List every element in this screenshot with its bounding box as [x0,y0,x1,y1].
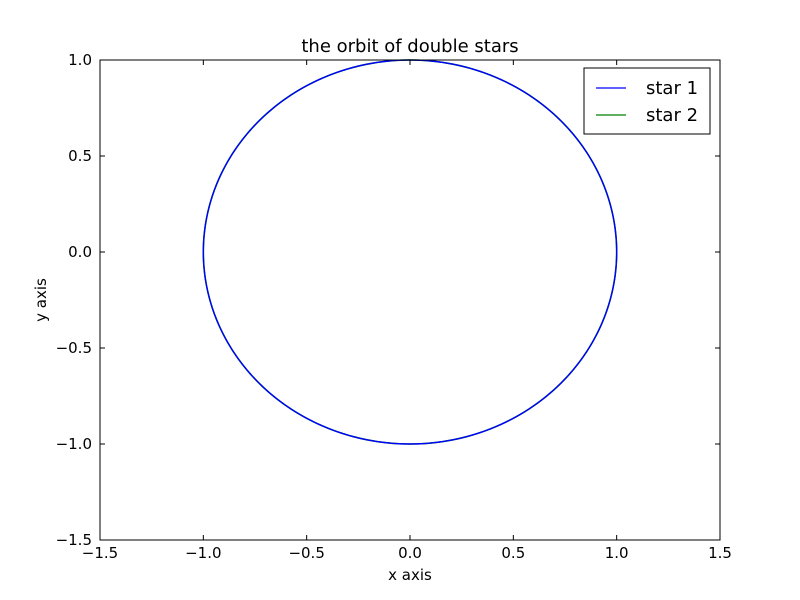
y-tick-label: 1.0 [68,51,92,69]
x-tick-label: 0.0 [398,544,422,562]
y-axis-label: y axis [32,278,50,322]
y-tick-label: 0.0 [68,243,92,261]
legend-box [583,67,711,135]
y-tick-label: −1.0 [56,435,92,453]
x-tick-label: 1.5 [708,544,732,562]
x-tick-label: −0.5 [288,544,324,562]
y-tick-label: −1.5 [56,531,92,549]
x-tick-label: −1.5 [82,544,118,562]
legend: star 1 star 2 [583,67,711,135]
series-layer [202,59,618,445]
x-tick-label: 1.0 [605,544,629,562]
x-axis-label: x axis [388,566,432,584]
x-tick-label: 0.5 [501,544,525,562]
orbit-line-star-2 [202,59,618,445]
x-tick-label: −1.0 [185,544,221,562]
y-ticks: −1.5 −1.0 −0.5 0.0 0.5 1.0 [56,51,720,549]
orbit-line-star-1 [202,59,618,445]
x-ticks: −1.5 −1.0 −0.5 0.0 0.5 1.0 1.5 [82,60,732,562]
chart-title: the orbit of double stars [301,36,518,57]
y-tick-label: −0.5 [56,339,92,357]
y-tick-label: 0.5 [68,147,92,165]
legend-label-star-1: star 1 [646,78,698,99]
legend-label-star-2: star 2 [646,105,698,126]
